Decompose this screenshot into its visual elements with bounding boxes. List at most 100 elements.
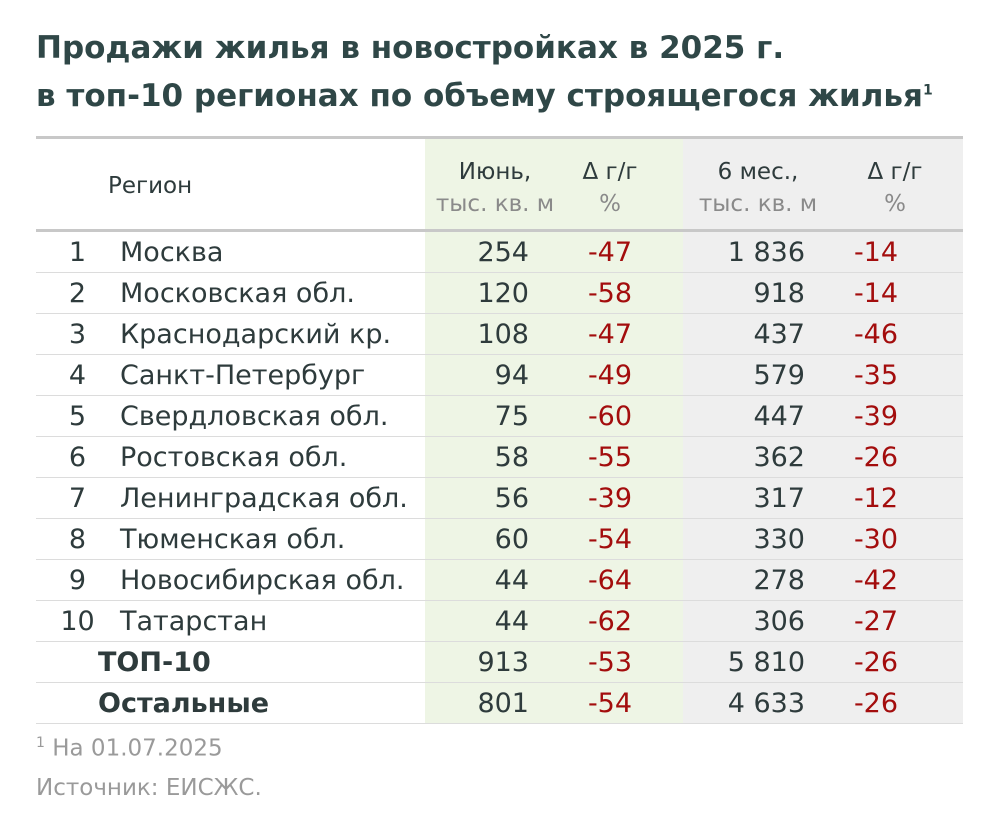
row-rule bbox=[36, 354, 963, 355]
row-rule bbox=[36, 559, 963, 560]
header-unit: % bbox=[599, 191, 621, 217]
june-yoy: -53 bbox=[587, 647, 633, 678]
title-line: Продажи жилья в новостройках в 2025 г. bbox=[36, 30, 785, 66]
total-label: Остальные bbox=[98, 688, 270, 719]
region: Свердловская обл. bbox=[120, 401, 389, 432]
rank: 1 bbox=[68, 237, 87, 268]
header-cell: Регион bbox=[108, 173, 193, 199]
june: 58 bbox=[494, 442, 529, 473]
six-months: 447 bbox=[753, 401, 805, 432]
june: 60 bbox=[494, 524, 529, 555]
june: 56 bbox=[494, 483, 529, 514]
six-months: 317 bbox=[753, 483, 805, 514]
region: Тюменская обл. bbox=[120, 524, 346, 555]
rank: 9 bbox=[68, 565, 87, 596]
header-unit: тыс. кв. м bbox=[698, 191, 818, 217]
region: Московская обл. bbox=[120, 278, 355, 309]
six-months: 5 810 bbox=[727, 647, 805, 678]
region: Ленинградская обл. bbox=[120, 483, 408, 514]
six-months: 278 bbox=[753, 565, 805, 596]
six-yoy: -14 bbox=[853, 278, 899, 309]
six-yoy: -26 bbox=[853, 647, 899, 678]
june: 120 bbox=[477, 278, 529, 309]
row-rule bbox=[36, 600, 963, 601]
header-cell: 6 мес., bbox=[717, 159, 799, 185]
six-months: 579 bbox=[753, 360, 805, 391]
june: 94 bbox=[494, 360, 529, 391]
june-yoy: -39 bbox=[587, 483, 633, 514]
june-yoy: -49 bbox=[587, 360, 633, 391]
rank: 10 bbox=[60, 606, 95, 637]
rank: 2 bbox=[68, 278, 87, 309]
row-rule bbox=[36, 313, 963, 314]
source: Источник: ЕИСЖС. bbox=[36, 775, 262, 801]
rank: 7 bbox=[68, 483, 87, 514]
header-cell: Δ г/г bbox=[582, 159, 638, 185]
june: 801 bbox=[477, 688, 529, 719]
row-rule bbox=[36, 682, 963, 683]
rank: 8 bbox=[68, 524, 87, 555]
footnote-mark: 1 bbox=[36, 735, 45, 751]
footnote-text: На 01.07.2025 bbox=[52, 735, 223, 762]
rank: 4 bbox=[68, 360, 87, 391]
row-rule bbox=[36, 477, 963, 478]
six-yoy: -14 bbox=[853, 237, 899, 268]
six-months: 918 bbox=[753, 278, 805, 309]
june: 108 bbox=[477, 319, 529, 350]
row-rule bbox=[36, 436, 963, 437]
region: Новосибирская обл. bbox=[120, 565, 405, 596]
rule bbox=[36, 136, 963, 139]
six-yoy: -26 bbox=[853, 442, 899, 473]
june: 254 bbox=[477, 237, 529, 268]
june: 44 bbox=[494, 606, 529, 637]
row-rule bbox=[36, 723, 963, 724]
column-band bbox=[425, 138, 683, 724]
rank: 5 bbox=[68, 401, 87, 432]
six-months: 330 bbox=[753, 524, 805, 555]
june: 44 bbox=[494, 565, 529, 596]
total-label: ТОП-10 bbox=[98, 647, 211, 678]
june-yoy: -64 bbox=[587, 565, 633, 596]
june-yoy: -54 bbox=[587, 688, 633, 719]
june: 75 bbox=[494, 401, 529, 432]
header-unit: тыс. кв. м bbox=[435, 191, 555, 217]
six-yoy: -26 bbox=[853, 688, 899, 719]
six-yoy: -46 bbox=[853, 319, 899, 350]
row-rule bbox=[36, 272, 963, 273]
june-yoy: -54 bbox=[587, 524, 633, 555]
header-cell: Δ г/г bbox=[867, 159, 923, 185]
june-yoy: -55 bbox=[587, 442, 633, 473]
rule bbox=[36, 229, 963, 232]
june-yoy: -47 bbox=[587, 319, 633, 350]
six-yoy: -39 bbox=[853, 401, 899, 432]
region: Татарстан bbox=[120, 606, 268, 637]
rank: 6 bbox=[68, 442, 87, 473]
six-yoy: -12 bbox=[853, 483, 899, 514]
six-months: 1 836 bbox=[727, 237, 805, 268]
six-yoy: -30 bbox=[853, 524, 899, 555]
column-band bbox=[683, 138, 963, 724]
footnote: 1 На 01.07.2025 bbox=[36, 735, 223, 762]
title-line: в топ-10 регионах по объему строящегося … bbox=[36, 78, 933, 114]
row-rule bbox=[36, 641, 963, 642]
six-yoy: -27 bbox=[853, 606, 899, 637]
title-text: в топ-10 регионах по объему строящегося … bbox=[36, 78, 923, 114]
footnote-mark: 1 bbox=[922, 82, 933, 99]
june: 913 bbox=[477, 647, 529, 678]
region: Ростовская обл. bbox=[120, 442, 348, 473]
six-months: 4 633 bbox=[727, 688, 805, 719]
row-rule bbox=[36, 518, 963, 519]
june-yoy: -60 bbox=[587, 401, 633, 432]
region: Санкт-Петербург bbox=[120, 360, 366, 391]
rank: 3 bbox=[68, 319, 87, 350]
six-months: 362 bbox=[753, 442, 805, 473]
june-yoy: -62 bbox=[587, 606, 633, 637]
header-cell: Июнь, bbox=[458, 159, 532, 185]
six-months: 437 bbox=[753, 319, 805, 350]
june-yoy: -58 bbox=[587, 278, 633, 309]
june-yoy: -47 bbox=[587, 237, 633, 268]
row-rule bbox=[36, 395, 963, 396]
region: Москва bbox=[120, 237, 224, 268]
six-yoy: -42 bbox=[853, 565, 899, 596]
